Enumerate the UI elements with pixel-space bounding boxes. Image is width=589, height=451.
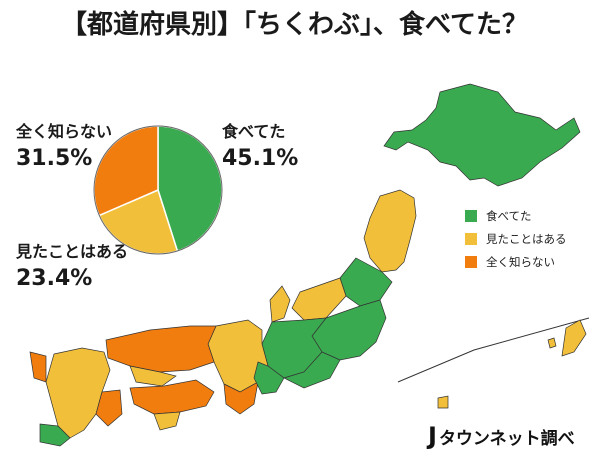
slice-label-seen: 見たことはある 23.4% <box>16 238 128 291</box>
region-kagoshima <box>39 423 71 447</box>
legend-item-seen: 見たことはある <box>465 227 567 250</box>
region-kyushu-east <box>95 389 123 427</box>
region-chugoku-south <box>129 365 177 387</box>
region-tohoku <box>363 189 417 273</box>
slice-name-unknown: 全く知らない <box>16 122 113 141</box>
region-kii <box>223 381 259 415</box>
region-shikoku <box>129 379 215 415</box>
region-noto <box>269 285 291 323</box>
region-tokai <box>283 351 341 389</box>
slice-label-ate: 食べてた 45.1% <box>222 118 298 171</box>
brand-mark: J <box>428 422 437 450</box>
region-okinawa-small <box>547 337 557 349</box>
legend-item-ate: 食べてた <box>465 204 567 227</box>
slice-value-unknown: 31.5% <box>16 146 93 171</box>
legend-swatch-ate <box>465 209 477 222</box>
slice-value-seen: 23.4% <box>16 266 93 291</box>
region-izu-island <box>437 395 449 409</box>
legend-label-unknown: 全く知らない <box>486 254 555 269</box>
pie-outline <box>93 125 223 255</box>
slice-name-ate: 食べてた <box>222 122 286 141</box>
legend-swatch-unknown <box>465 255 477 268</box>
region-shikoku-south <box>153 411 181 431</box>
region-okinawa <box>561 319 587 357</box>
legend-swatch-seen <box>465 232 477 245</box>
slice-value-ate: 45.1% <box>222 146 299 171</box>
okinawa-inset-border <box>397 317 589 383</box>
legend-item-unknown: 全く知らない <box>465 250 567 273</box>
slice-label-unknown: 全く知らない 31.5% <box>16 118 112 171</box>
region-nagasaki <box>29 351 47 383</box>
slice-name-seen: 見たことはある <box>16 242 129 261</box>
region-chugoku <box>105 325 217 373</box>
region-hokkaido <box>383 83 581 187</box>
legend: 食べてた 見たことはある 全く知らない <box>465 204 567 273</box>
region-mie <box>253 361 285 395</box>
legend-label-seen: 見たことはある <box>486 231 567 246</box>
chart-title: 【都道府県別】「ちくわぶ」、食べてた？ <box>61 10 528 40</box>
legend-label-ate: 食べてた <box>486 208 532 223</box>
region-kyushu <box>45 347 111 439</box>
brand-text: タウンネット調べ <box>438 429 575 449</box>
brand-logo: J タウンネット調べ <box>428 422 575 450</box>
